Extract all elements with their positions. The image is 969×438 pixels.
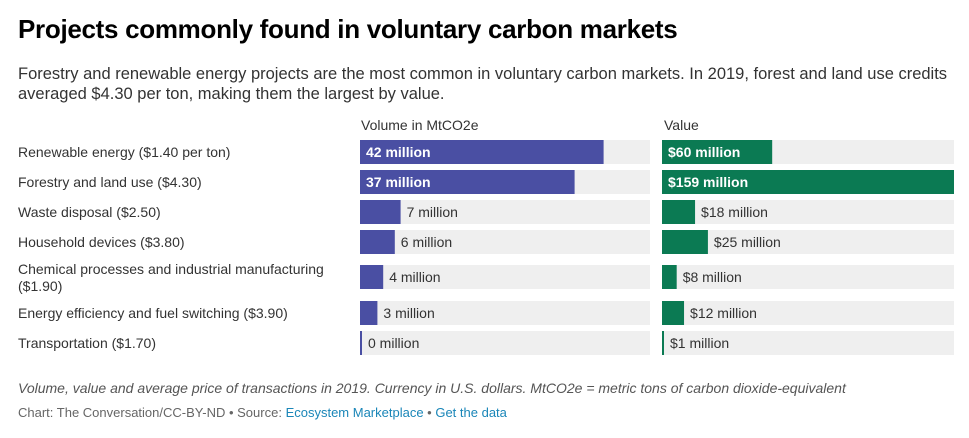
credit-text: Chart: The Conversation/CC-BY-ND • Sourc… [18,405,286,420]
value-track [662,331,954,355]
volume-data-label: 37 million [366,174,431,190]
value-data-label: $25 million [714,234,781,250]
value-bar [662,265,677,289]
chart-credit: Chart: The Conversation/CC-BY-ND • Sourc… [18,405,507,420]
value-column-header: Value [664,117,699,133]
volume-data-label: 6 million [401,234,452,250]
volume-track [360,331,650,355]
volume-track [360,301,650,325]
category-label: Transportation ($1.70) [18,335,156,351]
volume-data-label: 7 million [407,204,458,220]
volume-track [360,200,650,224]
volume-data-label: 4 million [389,269,440,285]
category-label: Household devices ($3.80) [18,234,185,250]
volume-bar [360,230,395,254]
category-label: Chemical processes and industrial manufa… [18,261,324,294]
source-link[interactable]: Ecosystem Marketplace [285,405,424,420]
category-label: Energy efficiency and fuel switching ($3… [18,305,288,321]
value-data-label: $60 million [668,144,740,160]
get-data-link[interactable]: Get the data [435,405,507,420]
volume-bar [360,265,384,289]
volume-data-label: 3 million [383,305,434,321]
value-track [662,301,954,325]
credit-separator: • [423,405,436,420]
value-track [662,265,954,289]
value-data-label: $18 million [701,204,768,220]
volume-track [360,265,650,289]
value-bar [662,140,773,164]
category-label: Waste disposal ($2.50) [18,204,161,220]
volume-data-label: 0 million [368,335,419,351]
volume-data-label: 42 million [366,144,431,160]
volume-bar [360,200,401,224]
volume-track [360,230,650,254]
value-data-label: $8 million [683,269,742,285]
volume-bar [360,140,604,164]
value-bar [662,331,664,355]
chart-footnote: Volume, value and average price of trans… [18,380,846,396]
category-label: Forestry and land use ($4.30) [18,174,202,190]
value-bar [662,301,685,325]
volume-bar [360,301,378,325]
value-data-label: $159 million [668,174,748,190]
value-data-label: $12 million [690,305,757,321]
category-label: Renewable energy ($1.40 per ton) [18,144,230,160]
value-bar [662,200,696,224]
value-bar [662,230,708,254]
bar-chart: Renewable energy ($1.40 per ton) 42 milli… [18,140,954,355]
volume-column-header: Volume in MtCO2e [361,117,479,133]
value-data-label: $1 million [670,335,729,351]
chart-subtitle: Forestry and renewable energy projects a… [18,65,948,103]
volume-bar [360,170,575,194]
value-track [662,200,954,224]
value-bar [662,170,954,194]
chart-title: Projects commonly found in voluntary car… [18,14,678,44]
volume-bar [360,331,362,355]
value-track [662,230,954,254]
